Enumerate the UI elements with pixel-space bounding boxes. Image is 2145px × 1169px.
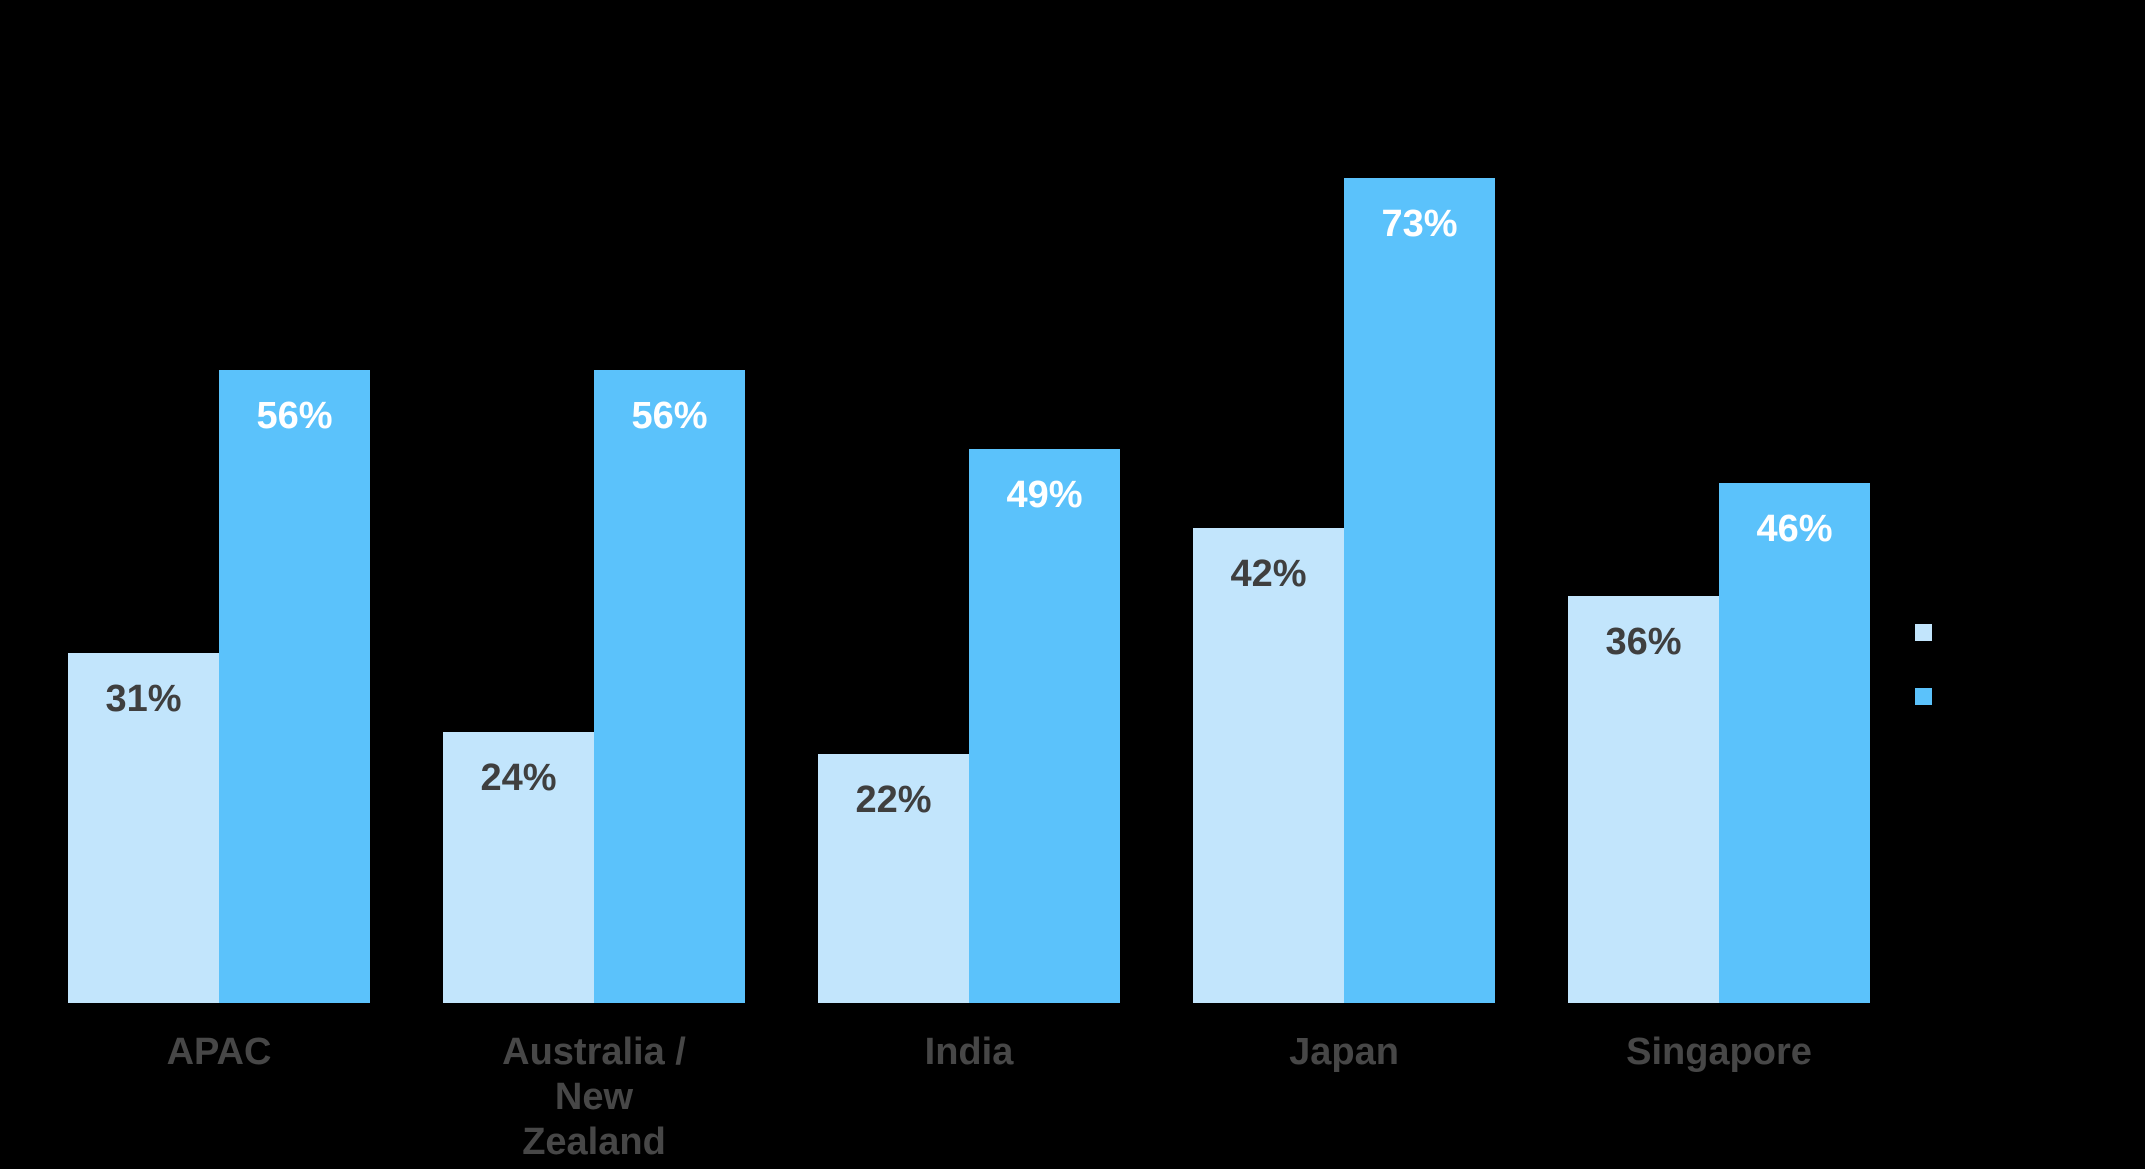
bar-value-label: 31% <box>105 678 182 720</box>
legend-swatch-series1 <box>1915 624 1932 641</box>
bar-series1: 31% <box>68 653 219 1003</box>
category-label: Australia / New Zealand <box>502 1031 686 1163</box>
bar-series1: 22% <box>818 754 969 1003</box>
legend-item <box>1915 688 1944 705</box>
bar-series2: 56% <box>594 370 745 1003</box>
bar-series2: 49% <box>969 449 1120 1003</box>
category-label: Singapore <box>1626 1031 1812 1073</box>
bar-series1: 36% <box>1568 596 1719 1003</box>
bar-value-label: 49% <box>1006 474 1083 516</box>
category-label: APAC <box>166 1031 272 1073</box>
bar-series2: 46% <box>1719 483 1870 1003</box>
bar-value-label: 56% <box>256 395 333 437</box>
bar-value-label: 22% <box>855 779 932 821</box>
legend-swatch-series2 <box>1915 688 1932 705</box>
bar-value-label: 56% <box>631 395 708 437</box>
bar-series1: 42% <box>1193 528 1344 1003</box>
category-label: India <box>924 1031 1014 1073</box>
legend-item <box>1915 624 1944 641</box>
bar-value-label: 24% <box>480 757 557 799</box>
category-label: Japan <box>1289 1031 1399 1073</box>
bar-value-label: 73% <box>1381 203 1458 245</box>
bar-series2: 56% <box>219 370 370 1003</box>
bar-value-label: 36% <box>1605 621 1682 663</box>
bar-value-label: 42% <box>1230 553 1307 595</box>
bar-value-label: 46% <box>1756 508 1833 550</box>
bar-series1: 24% <box>443 732 594 1003</box>
bar-series2: 73% <box>1344 178 1495 1003</box>
